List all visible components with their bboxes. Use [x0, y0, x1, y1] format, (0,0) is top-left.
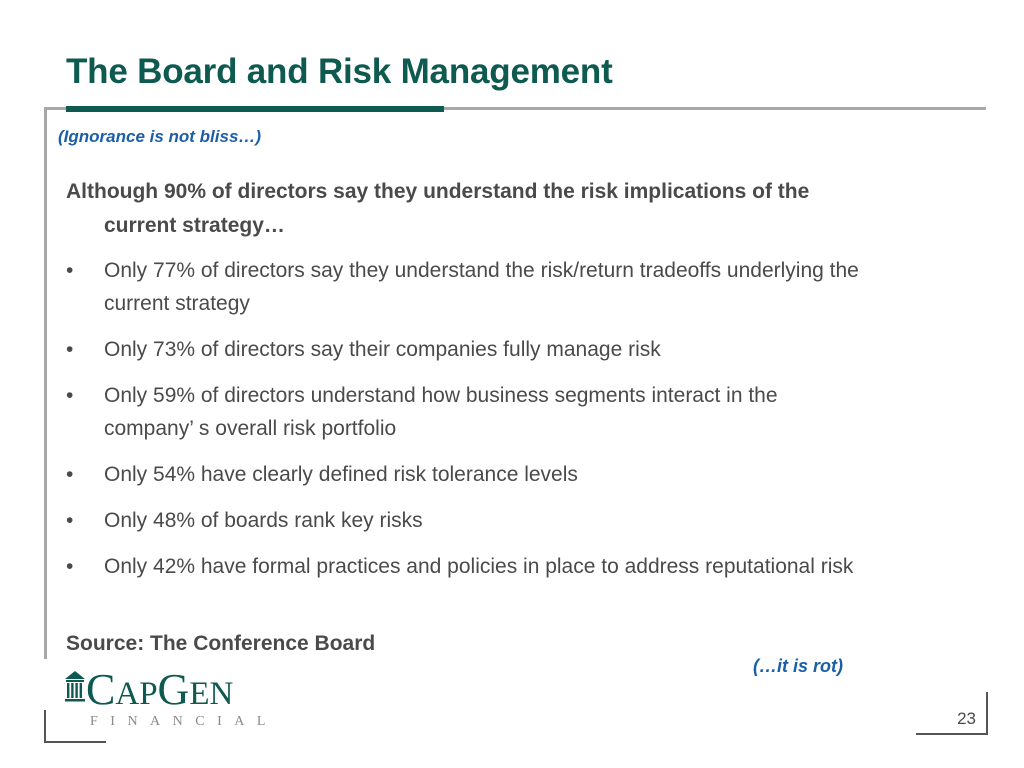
source-citation: Source: The Conference Board [66, 632, 376, 655]
bullet-list: • Only 77% of directors say they understa… [66, 254, 866, 596]
bullet-item: • Only 48% of boards rank key risks [66, 504, 866, 537]
bullet-glyph: • [66, 384, 74, 407]
frame-corner-bottom-left [44, 710, 46, 742]
capgen-logo: CAPGEN FINANCIAL [64, 664, 265, 734]
bullet-text: Only 42% have formal practices and polic… [104, 555, 854, 578]
slide-title: The Board and Risk Management [66, 52, 613, 91]
bullet-item: • Only 42% have formal practices and poli… [66, 550, 866, 583]
bullet-glyph: • [66, 338, 74, 361]
bullet-item: • Only 54% have clearly defined risk tole… [66, 458, 866, 491]
intro-statement: Although 90% of directors say they under… [66, 180, 810, 237]
bullet-item: • Only 73% of directors say their compani… [66, 333, 866, 366]
title-rule-accent [66, 106, 444, 112]
frame-corner-bottom-left [44, 741, 106, 743]
slide-subtitle: (Ignorance is not bliss…) [58, 127, 262, 146]
bullet-item: • Only 77% of directors say they understa… [66, 254, 866, 320]
closing-remark: (…it is rot) [753, 656, 843, 676]
bullet-text: Only 73% of directors say their companie… [104, 338, 661, 361]
bullet-text: Only 59% of directors understand how bus… [104, 384, 778, 440]
logo-letter: C [86, 665, 116, 714]
bullet-text: Only 77% of directors say they understan… [104, 259, 859, 315]
bullet-text: Only 54% have clearly defined risk toler… [104, 463, 578, 486]
bullet-glyph: • [66, 259, 74, 282]
logo-subtitle: FINANCIAL [90, 714, 278, 729]
title-rule-gray [46, 107, 986, 110]
logo-letters: AP [115, 676, 158, 712]
frame-left-line [44, 107, 47, 659]
bullet-glyph: • [66, 463, 74, 486]
logo-letter: G [157, 665, 190, 714]
bullet-glyph: • [66, 555, 74, 578]
logo-letters: EN [189, 676, 234, 712]
bullet-glyph: • [66, 509, 74, 532]
frame-corner-bottom-right [986, 692, 988, 734]
logo-wordmark: CAPGEN [86, 668, 233, 716]
bullet-item: • Only 59% of directors understand how bu… [66, 379, 866, 445]
page-number: 23 [957, 709, 976, 728]
building-columns-icon [65, 671, 85, 702]
frame-corner-bottom-right [916, 733, 988, 735]
bullet-text: Only 48% of boards rank key risks [104, 509, 423, 532]
